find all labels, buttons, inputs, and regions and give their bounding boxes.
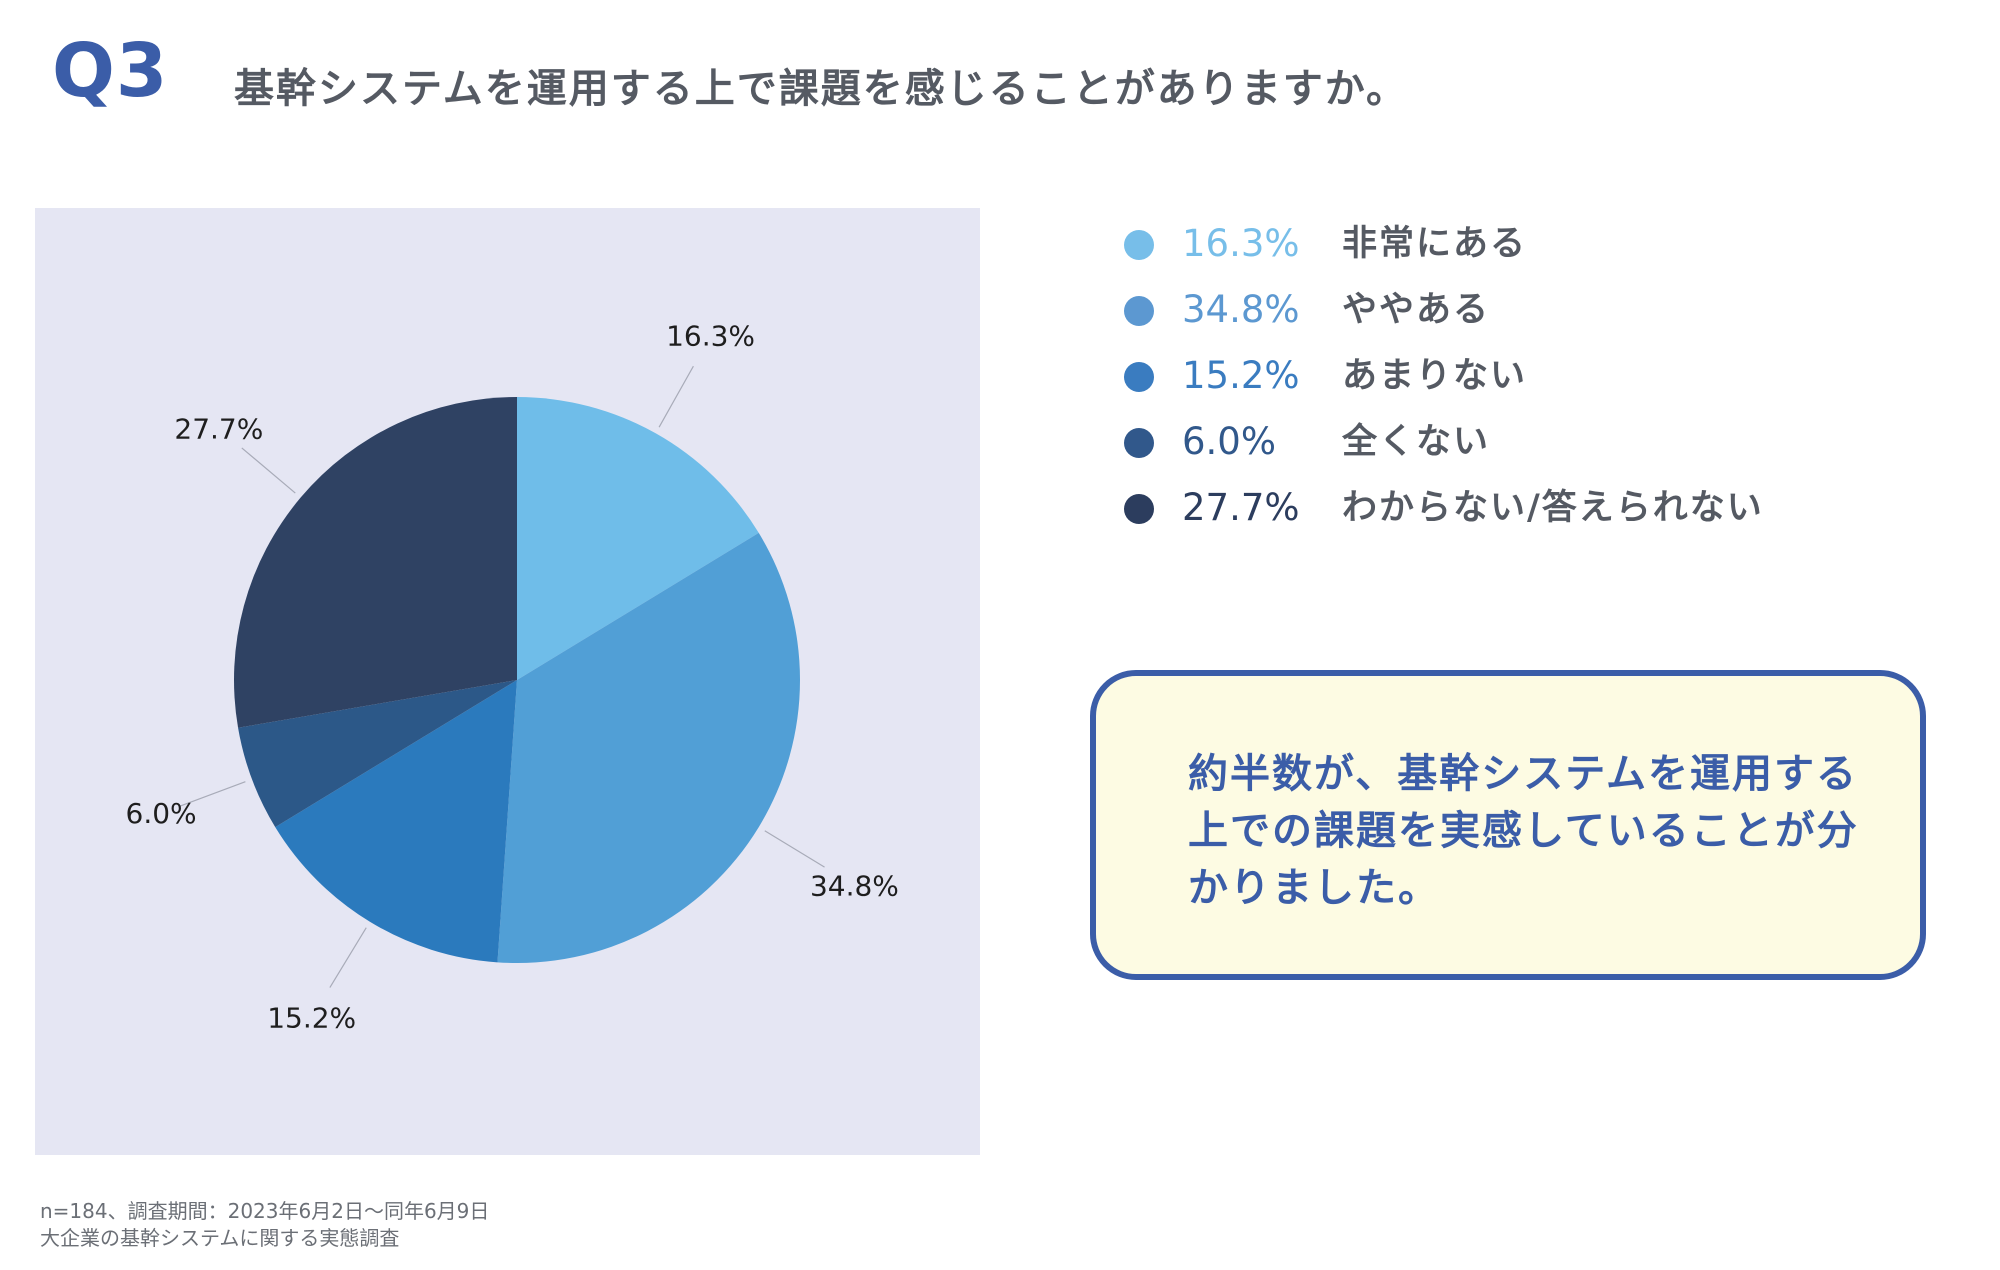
leader-line-not-much	[329, 927, 367, 988]
survey-footnote-title: 大企業の基幹システムに関する実態調査	[40, 1226, 400, 1250]
slice-label-very-much: 16.3%	[666, 320, 755, 353]
legend-swatch-icon	[1124, 296, 1154, 326]
question-title: 基幹システムを運用する上で課題を感じることがありますか。	[234, 66, 1408, 112]
slice-label-somewhat: 34.8%	[810, 869, 899, 902]
pie-chart-panel: 16.3% 34.8% 15.2% 6.0% 27.7%	[35, 208, 980, 1155]
legend-item-very-much: 16.3% 非常にある	[1124, 218, 1824, 268]
legend-label: ややある	[1342, 290, 1491, 330]
question-number: Q3	[52, 28, 169, 114]
legend-percent: 34.8%	[1182, 288, 1300, 331]
pie-slice-dont-know	[234, 397, 517, 728]
legend-swatch-icon	[1124, 362, 1154, 392]
legend-percent: 15.2%	[1182, 354, 1300, 397]
slice-label-dont-know: 27.7%	[174, 413, 263, 446]
legend-percent: 27.7%	[1182, 486, 1300, 529]
legend-label: 非常にある	[1342, 224, 1528, 264]
legend-label: あまりない	[1342, 356, 1528, 396]
legend-item-somewhat: 34.8% ややある	[1124, 284, 1824, 334]
pie-slice-not-much	[275, 680, 517, 963]
pie-slice-very-much	[517, 397, 759, 680]
survey-footnote-period: n=184、調査期間：2023年6月2日〜同年6月9日	[40, 1199, 490, 1223]
pie-chart: 16.3% 34.8% 15.2% 6.0% 27.7%	[126, 320, 899, 1035]
leader-line-dont-know	[241, 447, 296, 494]
slice-label-not-much: 15.2%	[267, 1001, 356, 1034]
legend-item-dont-know: 27.7% わからない/答えられない	[1124, 482, 1824, 532]
legend-swatch-icon	[1124, 494, 1154, 524]
leader-line-somewhat	[764, 830, 825, 868]
summary-text: 約半数が、基幹システムを運用する上での課題を実感していることが分かりました。	[1188, 751, 1859, 911]
legend-item-not-at-all: 6.0% 全くない	[1124, 416, 1824, 466]
pie-slice-somewhat	[497, 532, 800, 963]
legend-label: 全くない	[1342, 422, 1491, 462]
legend-percent: 6.0%	[1182, 420, 1276, 463]
legend-item-not-much: 15.2% あまりない	[1124, 350, 1824, 400]
pie-slice-not-at-all	[238, 680, 518, 828]
summary-callout: 約半数が、基幹システムを運用する上での課題を実感していることが分かりました。	[1090, 670, 1926, 980]
legend-swatch-icon	[1124, 230, 1154, 260]
legend-label: わからない/答えられない	[1342, 488, 1764, 528]
legend-swatch-icon	[1124, 428, 1154, 458]
slice-label-not-at-all: 6.0%	[126, 797, 197, 830]
leader-line-not-at-all	[179, 781, 246, 807]
leader-line-very-much	[658, 365, 694, 428]
legend-percent: 16.3%	[1182, 222, 1300, 265]
